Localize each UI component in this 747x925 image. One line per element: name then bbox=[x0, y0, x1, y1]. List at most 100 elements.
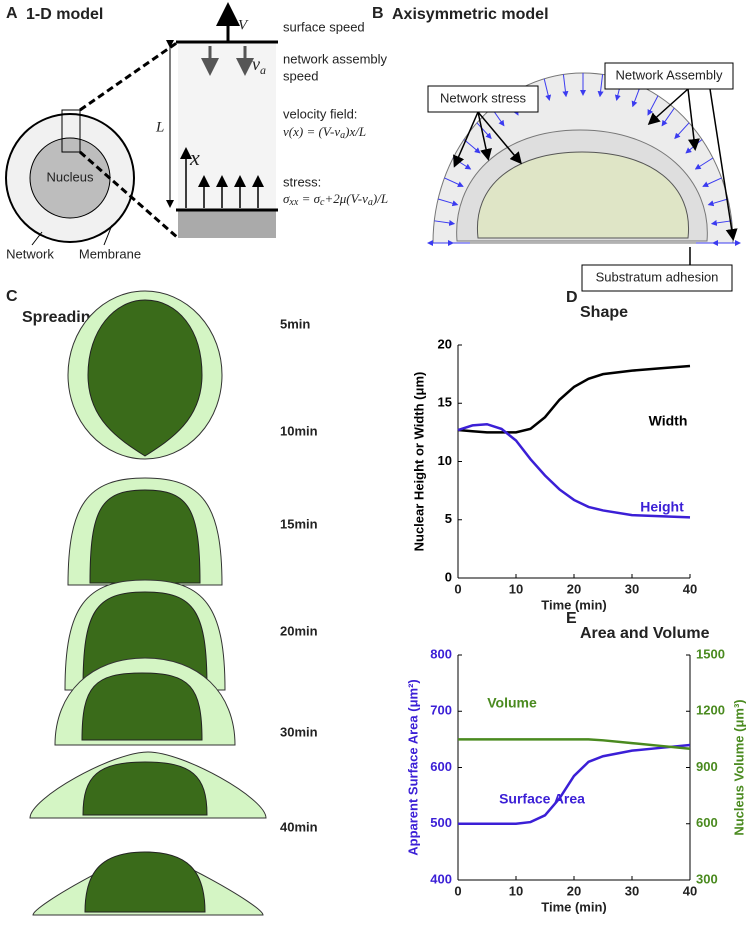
stress-arrow bbox=[710, 219, 732, 226]
stress-arrow bbox=[476, 122, 492, 140]
x-tick-label: 40 bbox=[683, 883, 697, 898]
nucleus-shape bbox=[87, 299, 203, 457]
callout: Network stress bbox=[440, 90, 526, 105]
stress-arrow bbox=[562, 74, 569, 98]
y-tick-label: 600 bbox=[430, 759, 452, 774]
arrow bbox=[453, 111, 479, 168]
stress-arrow bbox=[707, 198, 729, 207]
y-axis-label: Nuclear Height or Width (μm) bbox=[411, 372, 426, 552]
panel-letter: A bbox=[6, 5, 18, 22]
x-tick-label: 30 bbox=[625, 581, 639, 596]
stress-arrow bbox=[543, 78, 552, 102]
x-axis-label: Time (min) bbox=[541, 597, 607, 612]
stress-arrow bbox=[647, 95, 659, 116]
callout-arrows bbox=[453, 88, 738, 265]
velocity-arrows bbox=[180, 147, 264, 208]
x-tick-label: 10 bbox=[509, 883, 523, 898]
stress-arrow bbox=[674, 122, 690, 140]
text-part: a bbox=[260, 63, 266, 77]
stress-arrow bbox=[661, 107, 675, 127]
stress-arrow bbox=[597, 74, 604, 98]
text-part: a bbox=[368, 197, 373, 208]
y-tick-label: 10 bbox=[438, 453, 452, 468]
text-part: +2μ(V-v bbox=[324, 191, 368, 206]
x-tick-label: 30 bbox=[625, 883, 639, 898]
panel-title: Axisymmetric model bbox=[392, 6, 549, 23]
y2-tick-label: 1200 bbox=[696, 703, 725, 718]
nucleus-label: Nucleus bbox=[47, 169, 94, 184]
arrow bbox=[647, 88, 689, 126]
callout: Network Assembly bbox=[616, 67, 723, 82]
va-label: va bbox=[252, 54, 266, 77]
series-line bbox=[457, 364, 691, 434]
callout-box bbox=[581, 264, 733, 292]
stress-arrow bbox=[434, 219, 456, 226]
pointer bbox=[103, 224, 113, 246]
y-tick-label: 500 bbox=[430, 815, 452, 830]
time-label: 15min bbox=[280, 516, 318, 531]
y-axis-label: Apparent Surface Area (μm²) bbox=[405, 679, 420, 856]
y-tick-label: 800 bbox=[430, 646, 452, 661]
v-label: V bbox=[238, 17, 249, 33]
panel-letter: E bbox=[566, 610, 577, 627]
panel-letter: D bbox=[566, 289, 578, 306]
panel-letter: C bbox=[6, 288, 18, 305]
label: velocity field: bbox=[283, 106, 357, 121]
nucleus-shape bbox=[89, 489, 201, 584]
chart-title: Area and Volume bbox=[580, 625, 710, 642]
panel-a: A 1-D model Nucleus Network Membrane V v… bbox=[5, 2, 388, 261]
panel-title: 1-D model bbox=[26, 6, 103, 23]
series-line bbox=[457, 422, 691, 519]
chart-title: Shape bbox=[580, 304, 628, 321]
text-part: c bbox=[320, 197, 325, 208]
y-tick-label: 700 bbox=[430, 703, 452, 718]
label: speed bbox=[283, 68, 318, 83]
label: surface speed bbox=[283, 19, 365, 34]
y2-tick-label: 900 bbox=[696, 759, 718, 774]
stress-arrow bbox=[463, 139, 481, 154]
text-part: v(x) = (V-v bbox=[283, 124, 340, 139]
y2-axis-label: Nucleus Volume (μm³) bbox=[731, 699, 746, 835]
membrane-label: Membrane bbox=[79, 246, 141, 261]
time-label: 40min bbox=[280, 819, 318, 834]
callout: Substratum adhesion bbox=[596, 269, 719, 284]
x-tick-label: 0 bbox=[454, 581, 461, 596]
series-label: Volume bbox=[487, 695, 537, 711]
text-part: )x/L bbox=[344, 124, 366, 139]
nucleus bbox=[476, 151, 690, 239]
text-part: v bbox=[252, 54, 260, 74]
arrow bbox=[709, 88, 738, 241]
y-tick-label: 15 bbox=[438, 395, 452, 410]
y2-tick-label: 300 bbox=[696, 871, 718, 886]
time-label: 30min bbox=[280, 724, 318, 739]
text-part: a bbox=[340, 130, 345, 141]
text-part: )/L bbox=[372, 191, 388, 206]
l-label: L bbox=[155, 119, 164, 135]
zoom-line bbox=[79, 40, 179, 112]
text-part: = σ bbox=[298, 191, 320, 206]
text-part: xx bbox=[288, 197, 298, 208]
network-label: Network bbox=[6, 246, 54, 261]
series-label: Width bbox=[649, 413, 688, 429]
x-tick-label: 40 bbox=[683, 581, 697, 596]
label: network assembly bbox=[283, 51, 388, 66]
y-tick-label: 5 bbox=[445, 511, 452, 526]
panel-letter: B bbox=[372, 5, 384, 22]
arrow bbox=[687, 88, 700, 151]
nucleus-shape bbox=[84, 851, 206, 913]
x-tick-label: 20 bbox=[567, 581, 581, 596]
callout-box bbox=[427, 85, 539, 113]
pointer bbox=[31, 231, 43, 246]
callout-box bbox=[604, 62, 734, 90]
nucleus-column bbox=[178, 210, 276, 238]
x-label: x bbox=[189, 145, 200, 170]
formula: v(x) = (V-va)x/L bbox=[283, 124, 366, 141]
series-line bbox=[458, 743, 691, 825]
time-label: 5min bbox=[280, 316, 310, 331]
arrow bbox=[477, 111, 492, 161]
time-label: 20min bbox=[280, 623, 318, 638]
zoom-box bbox=[61, 109, 81, 153]
y2-tick-label: 1500 bbox=[696, 646, 725, 661]
y-tick-label: 400 bbox=[430, 871, 452, 886]
